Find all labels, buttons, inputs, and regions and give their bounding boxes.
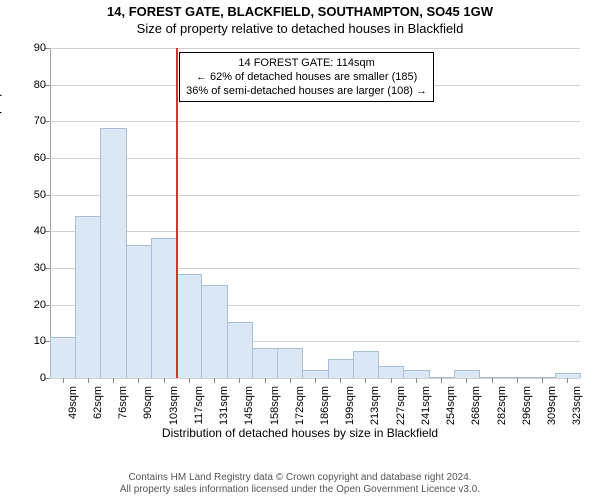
xtick-mark	[214, 378, 215, 383]
xtick-mark	[189, 378, 190, 383]
xtick-label: 49sqm	[67, 386, 79, 446]
xtick-mark	[441, 378, 442, 383]
xtick-label: 158sqm	[269, 386, 281, 446]
xtick-mark	[492, 378, 493, 383]
bar	[454, 370, 480, 378]
bar	[378, 366, 404, 378]
gridline	[50, 158, 580, 159]
ytick-label: 0	[16, 372, 46, 384]
xtick-label: 268sqm	[470, 386, 482, 446]
bar	[328, 359, 354, 378]
xtick-mark	[290, 378, 291, 383]
gridline	[50, 231, 580, 232]
xtick-label: 90sqm	[142, 386, 154, 446]
bar	[176, 274, 202, 378]
xtick-mark	[542, 378, 543, 383]
bar	[277, 348, 303, 378]
bar	[227, 322, 253, 378]
xtick-label: 323sqm	[571, 386, 583, 446]
xtick-label: 76sqm	[117, 386, 129, 446]
xtick-label: 227sqm	[395, 386, 407, 446]
xtick-mark	[239, 378, 240, 383]
xtick-label: 241sqm	[420, 386, 432, 446]
xtick-label: 145sqm	[243, 386, 255, 446]
y-axis-label: Number of detached properties	[0, 61, 2, 226]
footer-line1: Contains HM Land Registry data © Crown c…	[0, 472, 600, 484]
bar	[353, 351, 379, 378]
xtick-mark	[265, 378, 266, 383]
title-main: 14, FOREST GATE, BLACKFIELD, SOUTHAMPTON…	[0, 4, 600, 19]
ytick-label: 50	[16, 189, 46, 201]
xtick-mark	[567, 378, 568, 383]
xtick-label: 199sqm	[344, 386, 356, 446]
plot-area: 14 FOREST GATE: 114sqm← 62% of detached …	[50, 48, 580, 378]
bar	[100, 128, 126, 378]
xtick-mark	[315, 378, 316, 383]
xtick-label: 117sqm	[193, 386, 205, 446]
xtick-label: 213sqm	[369, 386, 381, 446]
y-axis-line	[50, 48, 51, 378]
footer: Contains HM Land Registry data © Crown c…	[0, 472, 600, 496]
gridline	[50, 121, 580, 122]
xtick-label: 254sqm	[445, 386, 457, 446]
bar	[75, 216, 101, 378]
ytick-label: 90	[16, 42, 46, 54]
xtick-mark	[391, 378, 392, 383]
xtick-label: 103sqm	[168, 386, 180, 446]
gridline	[50, 195, 580, 196]
xtick-mark	[138, 378, 139, 383]
annotation-line3: 36% of semi-detached houses are larger (…	[186, 84, 427, 98]
ytick-label: 30	[16, 262, 46, 274]
xtick-mark	[365, 378, 366, 383]
bar	[302, 370, 328, 378]
xtick-label: 309sqm	[546, 386, 558, 446]
annotation-line2: ← 62% of detached houses are smaller (18…	[186, 70, 427, 84]
xtick-mark	[340, 378, 341, 383]
annotation-box: 14 FOREST GATE: 114sqm← 62% of detached …	[179, 52, 434, 102]
xtick-mark	[416, 378, 417, 383]
ytick-label: 20	[16, 299, 46, 311]
title-sub: Size of property relative to detached ho…	[0, 21, 600, 36]
ytick-label: 40	[16, 225, 46, 237]
xtick-mark	[63, 378, 64, 383]
bar	[403, 370, 429, 378]
bar	[126, 245, 152, 378]
marker-line	[176, 48, 178, 378]
bar	[252, 348, 278, 378]
bar	[201, 285, 227, 378]
gridline	[50, 48, 580, 49]
xtick-mark	[517, 378, 518, 383]
xtick-mark	[164, 378, 165, 383]
xtick-label: 296sqm	[521, 386, 533, 446]
xtick-mark	[466, 378, 467, 383]
ytick-label: 10	[16, 335, 46, 347]
xtick-label: 131sqm	[218, 386, 230, 446]
xtick-mark	[88, 378, 89, 383]
xtick-label: 62sqm	[92, 386, 104, 446]
ytick-label: 80	[16, 79, 46, 91]
xtick-mark	[113, 378, 114, 383]
ytick-label: 70	[16, 115, 46, 127]
chart: 14 FOREST GATE: 114sqm← 62% of detached …	[0, 36, 600, 436]
bar	[151, 238, 177, 378]
bar	[50, 337, 76, 378]
ytick-label: 60	[16, 152, 46, 164]
xtick-label: 172sqm	[294, 386, 306, 446]
xtick-label: 282sqm	[496, 386, 508, 446]
footer-line3: All property sales information licensed …	[0, 484, 600, 496]
xtick-label: 186sqm	[319, 386, 331, 446]
annotation-line1: 14 FOREST GATE: 114sqm	[186, 56, 427, 70]
